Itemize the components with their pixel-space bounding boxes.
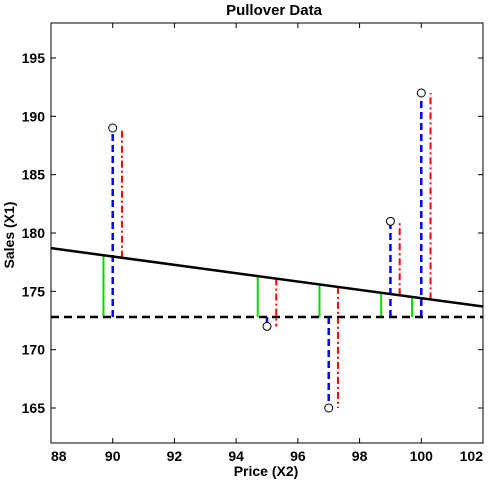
plot-area	[51, 23, 483, 443]
x-tick-label: 92	[167, 448, 183, 464]
y-tick-label: 170	[22, 342, 46, 358]
x-tick-label: 96	[290, 448, 306, 464]
x-tick-label: 100	[410, 448, 434, 464]
x-tick-label: 90	[105, 448, 121, 464]
x-axis-label: Price (X2)	[234, 463, 299, 479]
x-tick-label: 98	[352, 448, 368, 464]
y-tick-label: 195	[22, 50, 46, 66]
x-tick-label: 88	[51, 448, 67, 464]
data-point	[324, 403, 334, 413]
chart-title: Pullover Data	[226, 2, 323, 19]
y-tick-label: 185	[22, 167, 46, 183]
data-layer	[50, 88, 484, 413]
x-tick-label: 94	[228, 448, 244, 464]
data-point	[262, 321, 272, 331]
data-point	[385, 216, 395, 226]
x-tick-label: 102	[460, 448, 484, 464]
y-tick-label: 190	[22, 108, 46, 124]
y-axis-label: Sales (X1)	[1, 202, 17, 269]
y-tick-label: 175	[22, 283, 46, 299]
x-axis: 88 90 92 94 96 98 100 102	[50, 23, 484, 464]
data-point	[416, 88, 426, 98]
data-point	[108, 123, 118, 133]
y-axis: 165 170 175 180 185 190 195	[22, 50, 483, 416]
y-tick-label: 165	[22, 400, 46, 416]
y-tick-label: 180	[22, 225, 46, 241]
regression-line	[50, 246, 484, 308]
